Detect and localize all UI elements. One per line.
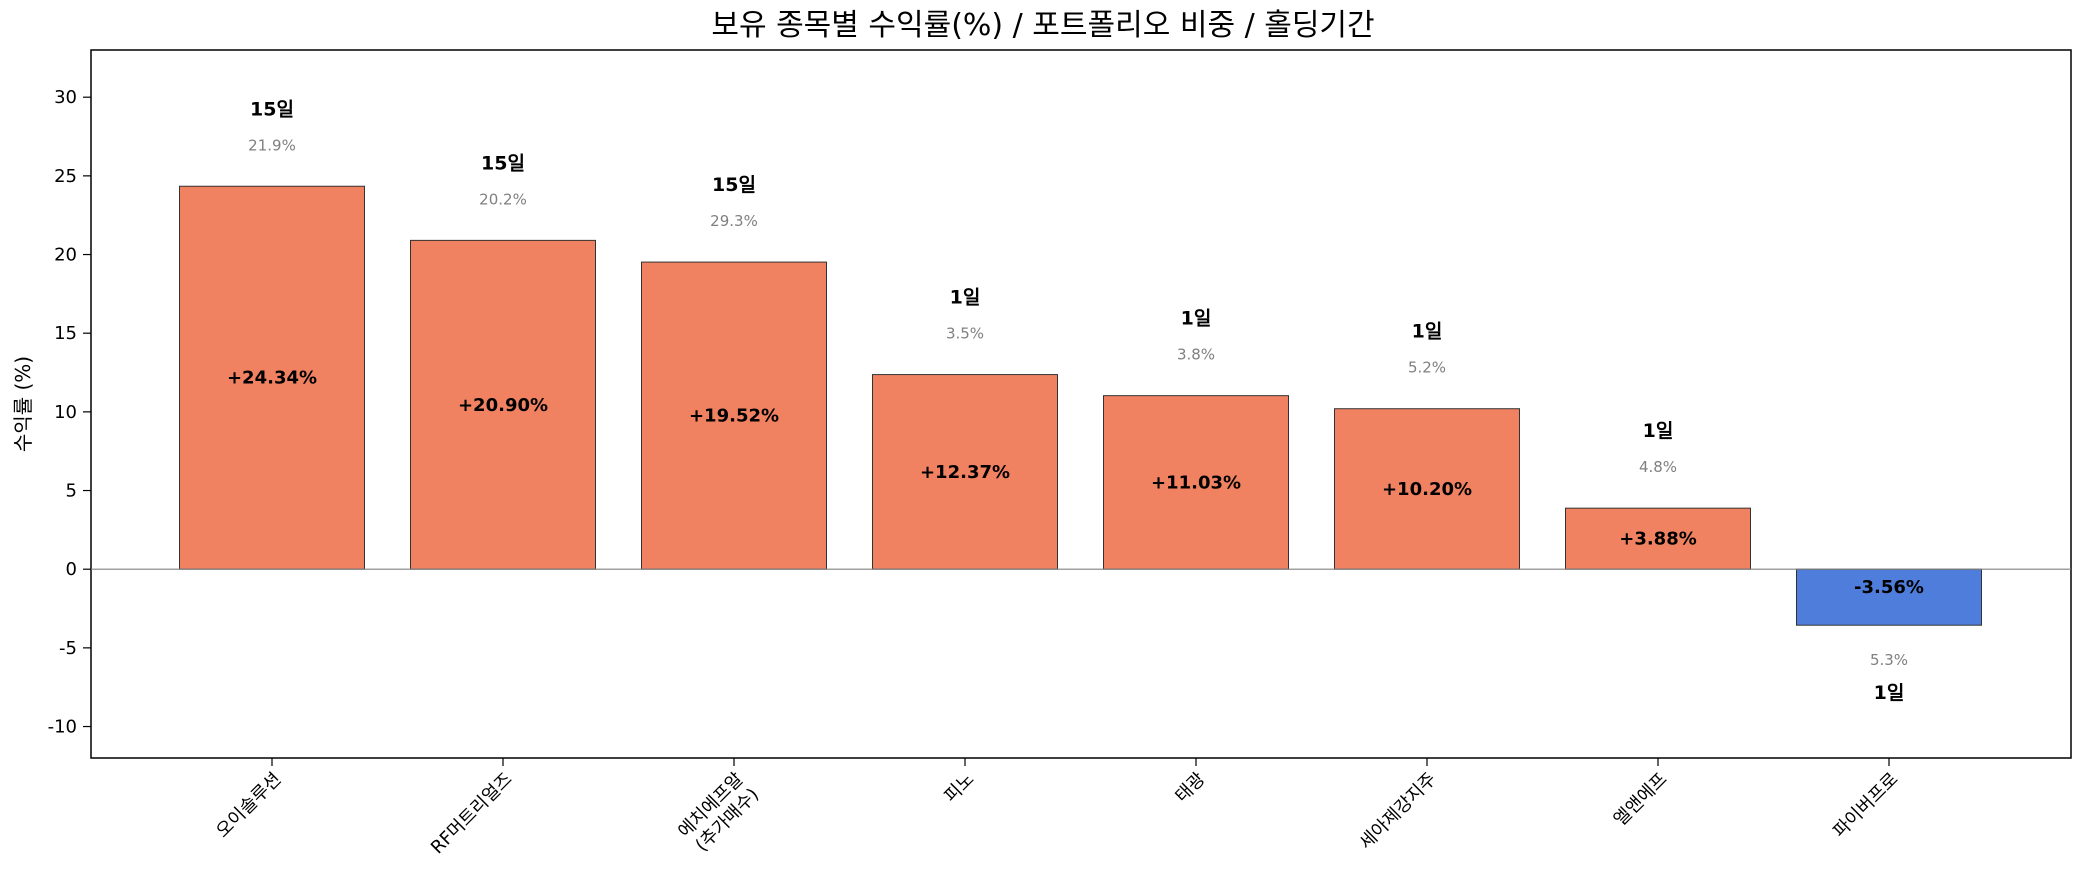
bars [179, 185, 1982, 626]
holding-days-label: 1일 [1874, 682, 1905, 704]
holding-days-label: 1일 [1643, 420, 1674, 442]
value-label: +24.34% [227, 368, 317, 389]
weight-label: 4.8% [1639, 458, 1677, 476]
weight-label: 5.3% [1870, 651, 1908, 669]
x-tick-label: 에치에프알(추가매수) [674, 769, 763, 856]
x-tick-label: 파이버프로 [1829, 769, 1902, 842]
x-tick-label: 오이솔루션 [212, 769, 285, 842]
plot-area [90, 49, 2072, 759]
holding-days-label: 1일 [950, 287, 981, 309]
holding-days-label: 1일 [1412, 321, 1443, 343]
value-label: +19.52% [689, 406, 779, 427]
y-tick-label: 5 [66, 481, 77, 502]
chart-title: 보유 종목별 수익률(%) / 포트폴리오 비중 / 홀딩기간 [711, 8, 1374, 43]
value-label: +10.20% [1382, 479, 1472, 500]
y-tick-label: 0 [66, 559, 77, 580]
bar-labels: +24.34% 21.9% 15일 +20.90% 20.2% 15일 +19.52% 29.… [227, 98, 1924, 704]
bar [1565, 507, 1751, 570]
value-label: -3.56% [1854, 577, 1924, 598]
weight-label: 3.5% [946, 325, 984, 343]
y-tick-label: -10 [48, 717, 77, 738]
holding-days-label: 15일 [250, 98, 294, 120]
y-tick-label: 10 [54, 402, 77, 423]
weight-label: 29.3% [710, 212, 758, 230]
y-tick-label: 25 [54, 166, 77, 187]
bar [410, 239, 596, 570]
weight-label: 21.9% [248, 136, 296, 154]
value-label: +3.88% [1619, 529, 1697, 550]
y-tick-label: 30 [54, 87, 77, 108]
value-label: +11.03% [1151, 472, 1241, 493]
value-label: +12.37% [920, 462, 1010, 483]
x-tick-label-line: 파이버프로 [1829, 769, 1902, 842]
bar [179, 185, 365, 570]
holding-days-label: 1일 [1181, 308, 1212, 330]
holding-days-label: 15일 [712, 174, 756, 196]
x-tick-label: RF머트리얼즈 [427, 769, 517, 859]
x-tick-label-line: 오이솔루션 [212, 769, 285, 842]
weight-label: 3.8% [1177, 346, 1215, 364]
y-tick-label: 15 [54, 323, 77, 344]
y-axis-label: 수익률 (%) [11, 356, 35, 452]
bar [1334, 408, 1520, 570]
x-tick-label: 피노 [940, 769, 978, 807]
y-tick-label: 20 [54, 245, 77, 266]
x-tick-label-line: 엘앤에프 [1610, 769, 1672, 831]
x-tick-label: 세아제강지주 [1355, 769, 1440, 854]
y-axis: 30 25 20 15 10 5 0 -5 -10 [48, 87, 91, 738]
weight-label: 20.2% [479, 190, 527, 208]
x-tick-label-line: 피노 [940, 769, 978, 807]
bar [1796, 568, 1982, 626]
x-tick-label: 태광 [1171, 769, 1209, 807]
x-axis: 오이솔루션 RF머트리얼즈 에치에프알(추가매수) 피노 태광 세아제강지주 엘앤에프 파이버… [212, 758, 1903, 859]
weight-label: 5.2% [1408, 359, 1446, 377]
x-tick-label: 엘앤에프 [1610, 769, 1672, 831]
holding-days-label: 15일 [481, 152, 525, 174]
value-label: +20.90% [458, 395, 548, 416]
x-tick-label-line: 태광 [1171, 769, 1209, 807]
x-tick-label-line: 세아제강지주 [1355, 769, 1440, 854]
y-tick-label: -5 [59, 638, 77, 659]
x-tick-label-line: RF머트리얼즈 [427, 769, 517, 859]
